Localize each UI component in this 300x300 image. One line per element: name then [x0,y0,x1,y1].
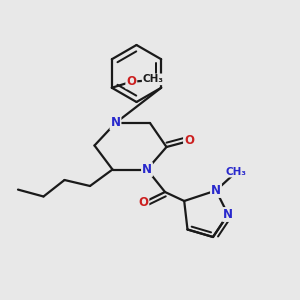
Text: O: O [138,196,148,209]
Text: N: N [211,184,221,197]
Text: CH₃: CH₃ [225,167,246,177]
Text: O: O [126,75,136,88]
Text: O: O [184,134,194,148]
Text: CH₃: CH₃ [143,74,164,84]
Text: N: N [142,163,152,176]
Text: N: N [223,208,233,221]
Text: N: N [110,116,121,130]
